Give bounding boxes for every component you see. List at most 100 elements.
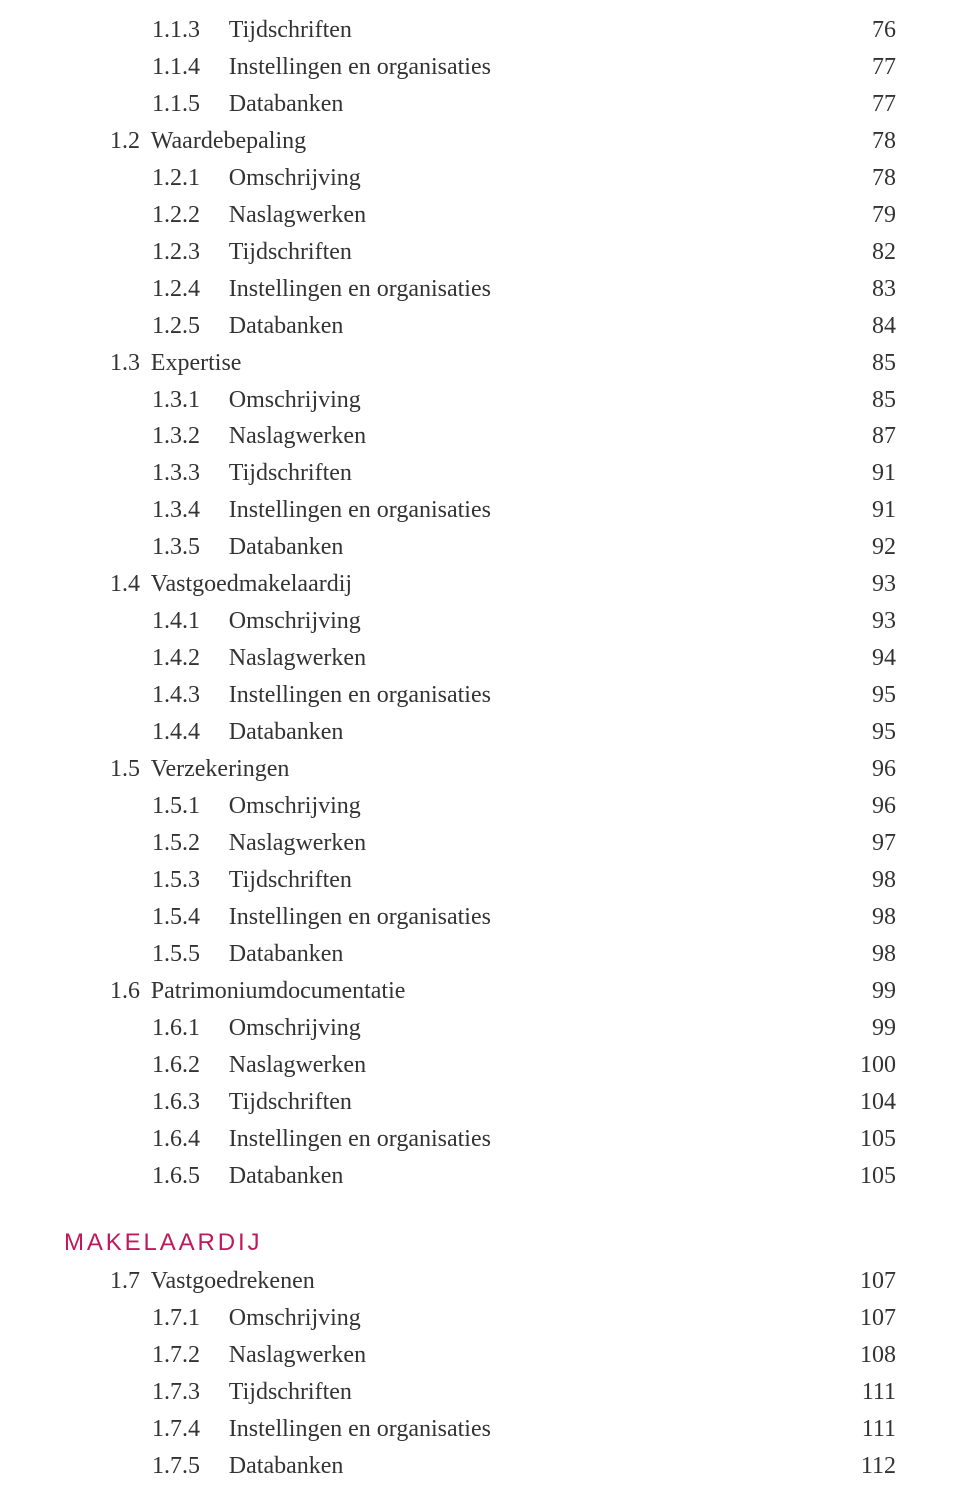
toc-page-number: 105 xyxy=(836,1158,896,1195)
toc-entry: 1.4.4Databanken95 xyxy=(64,714,896,751)
toc-page-number: 96 xyxy=(836,788,896,825)
toc-title: Patrimoniumdocumentatie xyxy=(140,973,836,1010)
toc-entry: 1.3.4Instellingen en organisaties91 xyxy=(64,492,896,529)
toc-number: 1.3.3 xyxy=(152,455,200,492)
toc-entry: 1.6.4Instellingen en organisaties105 xyxy=(64,1121,896,1158)
toc-page-number: 108 xyxy=(836,1337,896,1374)
toc-page-number: 107 xyxy=(836,1300,896,1337)
toc-title: Naslagwerken xyxy=(200,197,836,234)
toc-entry: 1.5.5Databanken98 xyxy=(64,936,896,973)
toc-number: 1.4.2 xyxy=(152,640,200,677)
toc-entry: 1.5.4Instellingen en organisaties98 xyxy=(64,899,896,936)
toc-title: Databanken xyxy=(200,936,836,973)
toc-number: 1.5.4 xyxy=(152,899,200,936)
toc-entry: 1.7Vastgoedrekenen107 xyxy=(64,1263,896,1300)
toc-number: 1.5.5 xyxy=(152,936,200,973)
toc-number: 1.6.2 xyxy=(152,1047,200,1084)
toc-number: 1.3.4 xyxy=(152,492,200,529)
toc-entry: 1.3.1Omschrijving85 xyxy=(64,382,896,419)
toc-entry: 1.2Waardebepaling78 xyxy=(64,123,896,160)
toc-entry: 1.5.1Omschrijving96 xyxy=(64,788,896,825)
toc-title: Tijdschriften xyxy=(200,1084,836,1121)
toc-title: Databanken xyxy=(200,714,836,751)
toc-title: Omschrijving xyxy=(200,382,836,419)
toc-title: Tijdschriften xyxy=(200,1374,836,1411)
toc-page-number: 111 xyxy=(836,1374,896,1411)
toc-number: 1.2.1 xyxy=(152,160,200,197)
toc-page-number: 78 xyxy=(836,160,896,197)
toc-entry: 1.2.4Instellingen en organisaties83 xyxy=(64,271,896,308)
toc-page-number: 87 xyxy=(836,418,896,455)
toc-number: 1.3.2 xyxy=(152,418,200,455)
toc-number: 1.2.2 xyxy=(152,197,200,234)
toc-page-number: 104 xyxy=(836,1084,896,1121)
toc-number: 1.2.4 xyxy=(152,271,200,308)
toc-entry: 1.3.3Tijdschriften91 xyxy=(64,455,896,492)
toc-title: Tijdschriften xyxy=(200,862,836,899)
toc-number: 1.7.2 xyxy=(152,1337,200,1374)
toc-number: 1.5.1 xyxy=(152,788,200,825)
toc-entry: 1.4.2Naslagwerken94 xyxy=(64,640,896,677)
toc-number: 1.3.5 xyxy=(152,529,200,566)
toc-number: 1.6.5 xyxy=(152,1158,200,1195)
toc-entry: 1.4.3Instellingen en organisaties95 xyxy=(64,677,896,714)
toc-title: Expertise xyxy=(140,345,836,382)
toc-title: Tijdschriften xyxy=(200,12,836,49)
toc-entry: 1.1.3Tijdschriften76 xyxy=(64,12,896,49)
toc-page-number: 99 xyxy=(836,973,896,1010)
toc-title: Omschrijving xyxy=(200,1300,836,1337)
toc-page-number: 105 xyxy=(836,1121,896,1158)
toc-page-number: 76 xyxy=(836,12,896,49)
toc-entry: 1.4.1Omschrijving93 xyxy=(64,603,896,640)
toc-number: 1.7.5 xyxy=(152,1448,200,1485)
toc-number: 1.6.3 xyxy=(152,1084,200,1121)
toc-number: 1.5.3 xyxy=(152,862,200,899)
toc-page-number: 95 xyxy=(836,677,896,714)
toc-title: Instellingen en organisaties xyxy=(200,677,836,714)
toc-list: 1.1.3Tijdschriften761.1.4Instellingen en… xyxy=(64,12,896,1195)
toc-number: 1.3 xyxy=(110,345,140,382)
toc-entry: 1.2.2Naslagwerken79 xyxy=(64,197,896,234)
toc-page-number: 99 xyxy=(836,1010,896,1047)
toc-number: 1.7.3 xyxy=(152,1374,200,1411)
toc-entry: 1.7.1Omschrijving107 xyxy=(64,1300,896,1337)
toc-entry: 1.6.3Tijdschriften104 xyxy=(64,1084,896,1121)
toc-page-number: 107 xyxy=(836,1263,896,1300)
toc-page-number: 91 xyxy=(836,455,896,492)
toc-number: 1.5.2 xyxy=(152,825,200,862)
toc-title: Omschrijving xyxy=(200,788,836,825)
toc-page-number: 85 xyxy=(836,382,896,419)
toc-title: Instellingen en organisaties xyxy=(200,899,836,936)
toc-number: 1.1.5 xyxy=(152,86,200,123)
toc-number: 1.4.4 xyxy=(152,714,200,751)
toc-number: 1.7.1 xyxy=(152,1300,200,1337)
toc-page-number: 77 xyxy=(836,86,896,123)
toc-entry: 1.6.2Naslagwerken100 xyxy=(64,1047,896,1084)
toc-entry: 1.3.5Databanken92 xyxy=(64,529,896,566)
toc-page-number: 111 xyxy=(836,1411,896,1448)
toc-number: 1.3.1 xyxy=(152,382,200,419)
toc-page-number: 77 xyxy=(836,49,896,86)
toc-title: Instellingen en organisaties xyxy=(200,49,836,86)
toc-title: Omschrijving xyxy=(200,160,836,197)
toc-entry: 1.7.5Databanken112 xyxy=(64,1448,896,1485)
toc-title: Databanken xyxy=(200,1448,836,1485)
toc-number: 1.6.1 xyxy=(152,1010,200,1047)
toc-title: Instellingen en organisaties xyxy=(200,271,836,308)
toc-number: 1.1.3 xyxy=(152,12,200,49)
toc-page-number: 93 xyxy=(836,603,896,640)
toc-title: Tijdschriften xyxy=(200,234,836,271)
toc-title: Databanken xyxy=(200,86,836,123)
toc-title: Naslagwerken xyxy=(200,1337,836,1374)
toc-page-number: 97 xyxy=(836,825,896,862)
toc-page-number: 84 xyxy=(836,308,896,345)
toc-page-number: 98 xyxy=(836,899,896,936)
toc-entry: 1.5.2Naslagwerken97 xyxy=(64,825,896,862)
toc-title: Naslagwerken xyxy=(200,1047,836,1084)
toc-page-number: 78 xyxy=(836,123,896,160)
toc-entry: 1.2.5Databanken84 xyxy=(64,308,896,345)
toc-entry: 1.1.4Instellingen en organisaties77 xyxy=(64,49,896,86)
toc-title: Naslagwerken xyxy=(200,825,836,862)
toc-page-number: 98 xyxy=(836,936,896,973)
toc-title: Waardebepaling xyxy=(140,123,836,160)
